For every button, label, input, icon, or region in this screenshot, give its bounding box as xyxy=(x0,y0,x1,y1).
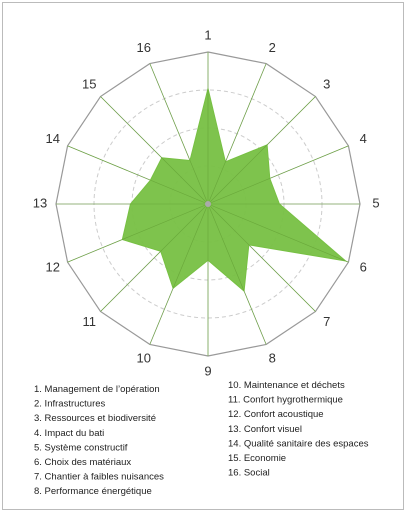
axis-label: 15 xyxy=(82,77,96,92)
spoke-overlay xyxy=(100,96,209,205)
axis-label: 1 xyxy=(204,27,211,42)
spoke-overlay xyxy=(207,63,267,205)
axis-label: 8 xyxy=(269,351,276,366)
legend-item: 13. Confort visuel xyxy=(228,424,302,435)
legend-item: 14. Qualité sanitaire des espaces xyxy=(228,438,369,449)
legend-item: 2. Infrastructures xyxy=(34,399,106,410)
spoke-overlay xyxy=(100,203,209,312)
legend-item: 8. Performance énergétique xyxy=(34,486,152,497)
spoke-overlay xyxy=(207,203,316,312)
spoke-overlay xyxy=(149,63,209,205)
axis-label: 9 xyxy=(204,363,211,378)
legend-item: 7. Chantier à faibles nuisances xyxy=(34,472,164,483)
legend-item: 12. Confort acoustique xyxy=(228,409,324,420)
axis-label: 12 xyxy=(46,260,60,275)
legend-item: 4. Impact du bati xyxy=(34,428,104,439)
spoke-overlay xyxy=(207,203,267,345)
legend-item: 16. Social xyxy=(228,468,270,479)
spoke-overlay xyxy=(149,203,209,345)
axis-label: 3 xyxy=(323,77,330,92)
axis-label: 16 xyxy=(136,40,150,55)
spoke-overlay xyxy=(207,145,349,205)
legend-item: 1. Management de l’opération xyxy=(34,384,160,395)
spoke-overlay xyxy=(207,96,316,205)
spoke-overlay xyxy=(207,203,349,263)
legend-item: 3. Ressources et biodiversité xyxy=(34,413,156,424)
axis-label: 7 xyxy=(323,314,330,329)
axis-label: 11 xyxy=(82,314,96,329)
legend-item: 15. Economie xyxy=(228,453,286,464)
spoke-overlay xyxy=(67,145,209,205)
axis-label: 2 xyxy=(269,40,276,55)
legend-item: 5. Système constructif xyxy=(34,442,128,453)
axis-label: 5 xyxy=(372,195,379,210)
legend-item: 11. Confort hygrothermique xyxy=(228,395,343,406)
legend-item: 6. Choix des matériaux xyxy=(34,457,131,468)
axis-label: 13 xyxy=(33,195,47,210)
axis-label: 14 xyxy=(46,131,60,146)
center xyxy=(205,201,211,207)
axis-label: 6 xyxy=(360,260,367,275)
axis-label: 4 xyxy=(360,131,367,146)
legend-item: 10. Maintenance et déchets xyxy=(228,380,345,391)
spoke-overlay xyxy=(67,203,209,263)
axis-label: 10 xyxy=(136,351,150,366)
